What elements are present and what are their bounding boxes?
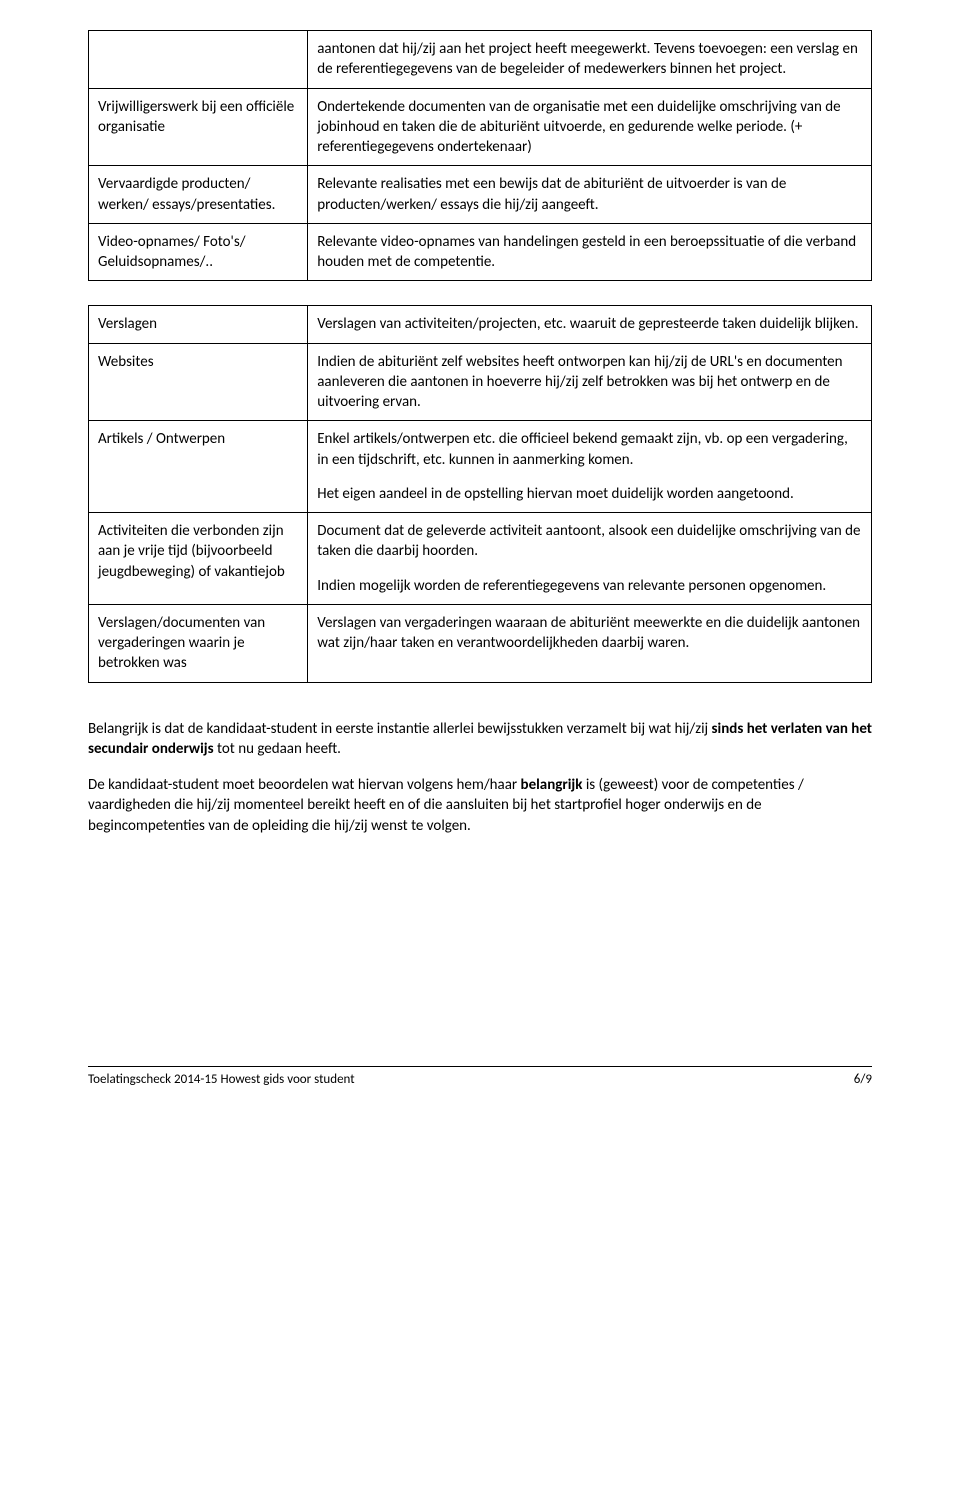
cell-text: Relevante video-opnames van handelingen … bbox=[317, 232, 862, 273]
cell-text: Artikels / Ontwerpen bbox=[98, 429, 298, 449]
table-row: Vrijwilligerswerk bij een officiële orga… bbox=[89, 88, 872, 166]
table-cell-left: Activiteiten die verbonden zijn aan je v… bbox=[89, 513, 308, 605]
p2-bold: belangrijk bbox=[521, 776, 583, 794]
footer-page-number: 6/9 bbox=[854, 1071, 872, 1089]
table-row: Verslagen Verslagen van activiteiten/proj… bbox=[89, 306, 872, 343]
table-cell-right: Relevante video-opnames van handelingen … bbox=[308, 223, 872, 281]
table-cell-right: Enkel artikels/ontwerpen etc. die offici… bbox=[308, 421, 872, 513]
cell-text: Activiteiten die verbonden zijn aan je v… bbox=[98, 521, 298, 582]
cell-text: Verslagen/documenten van vergaderingen w… bbox=[98, 613, 298, 674]
p1-text-a: Belangrijk is dat de kandidaat-student i… bbox=[88, 720, 712, 738]
table-row: Activiteiten die verbonden zijn aan je v… bbox=[89, 513, 872, 605]
table-cell-right: Document dat de geleverde activiteit aan… bbox=[308, 513, 872, 605]
table-cell-left: Websites bbox=[89, 343, 308, 421]
table-cell-left: Verslagen bbox=[89, 306, 308, 343]
evidence-table-2: Verslagen Verslagen van activiteiten/proj… bbox=[88, 305, 872, 682]
cell-text: Indien mogelijk worden de referentiegege… bbox=[317, 576, 862, 596]
cell-text: Video-opnames/ Foto's/ Geluidsopnames/.. bbox=[98, 232, 298, 273]
paragraph-1: Belangrijk is dat de kandidaat-student i… bbox=[88, 719, 872, 760]
cell-text: Vervaardigde producten/ werken/ essays/p… bbox=[98, 174, 298, 215]
table-cell-left bbox=[89, 31, 308, 89]
table-cell-left: Verslagen/documenten van vergaderingen w… bbox=[89, 604, 308, 682]
table-cell-left: Vervaardigde producten/ werken/ essays/p… bbox=[89, 166, 308, 224]
body-paragraphs: Belangrijk is dat de kandidaat-student i… bbox=[88, 719, 872, 836]
cell-text: Document dat de geleverde activiteit aan… bbox=[317, 521, 862, 562]
table-cell-right: Indien de abituriënt zelf websites heeft… bbox=[308, 343, 872, 421]
table-cell-right: Relevante realisaties met een bewijs dat… bbox=[308, 166, 872, 224]
paragraph-2: De kandidaat-student moet beoordelen wat… bbox=[88, 775, 872, 836]
cell-text: Verslagen van activiteiten/projecten, et… bbox=[317, 314, 862, 334]
evidence-table-1: aantonen dat hij/zij aan het project hee… bbox=[88, 30, 872, 281]
cell-text: Verslagen van vergaderingen waaraan de a… bbox=[317, 613, 862, 654]
table-row: Vervaardigde producten/ werken/ essays/p… bbox=[89, 166, 872, 224]
table-cell-left: Artikels / Ontwerpen bbox=[89, 421, 308, 513]
table-cell-left: Video-opnames/ Foto's/ Geluidsopnames/.. bbox=[89, 223, 308, 281]
p1-text-c: tot nu gedaan heeft. bbox=[214, 740, 341, 758]
cell-text: Het eigen aandeel in de opstelling hierv… bbox=[317, 484, 862, 504]
table-cell-right: aantonen dat hij/zij aan het project hee… bbox=[308, 31, 872, 89]
table-cell-right: Ondertekende documenten van de organisat… bbox=[308, 88, 872, 166]
table-cell-left: Vrijwilligerswerk bij een officiële orga… bbox=[89, 88, 308, 166]
cell-text: Ondertekende documenten van de organisat… bbox=[317, 97, 862, 158]
table-cell-right: Verslagen van activiteiten/projecten, et… bbox=[308, 306, 872, 343]
cell-text: Enkel artikels/ontwerpen etc. die offici… bbox=[317, 429, 862, 470]
table-cell-right: Verslagen van vergaderingen waaraan de a… bbox=[308, 604, 872, 682]
table-row: Verslagen/documenten van vergaderingen w… bbox=[89, 604, 872, 682]
page-footer: Toelatingscheck 2014-15 Howest gids voor… bbox=[88, 1066, 872, 1089]
cell-text: Verslagen bbox=[98, 314, 298, 334]
cell-text: Websites bbox=[98, 352, 298, 372]
table-row: Video-opnames/ Foto's/ Geluidsopnames/..… bbox=[89, 223, 872, 281]
cell-text: Relevante realisaties met een bewijs dat… bbox=[317, 174, 862, 215]
table-row: aantonen dat hij/zij aan het project hee… bbox=[89, 31, 872, 89]
table-row: Artikels / Ontwerpen Enkel artikels/ontwe… bbox=[89, 421, 872, 513]
cell-text: Indien de abituriënt zelf websites heeft… bbox=[317, 352, 862, 413]
cell-text: Vrijwilligerswerk bij een officiële orga… bbox=[98, 97, 298, 138]
table-row: Websites Indien de abituriënt zelf websit… bbox=[89, 343, 872, 421]
p2-text-a: De kandidaat-student moet beoordelen wat… bbox=[88, 776, 521, 794]
cell-text: aantonen dat hij/zij aan het project hee… bbox=[317, 39, 862, 80]
footer-title: Toelatingscheck 2014-15 Howest gids voor… bbox=[88, 1071, 355, 1089]
